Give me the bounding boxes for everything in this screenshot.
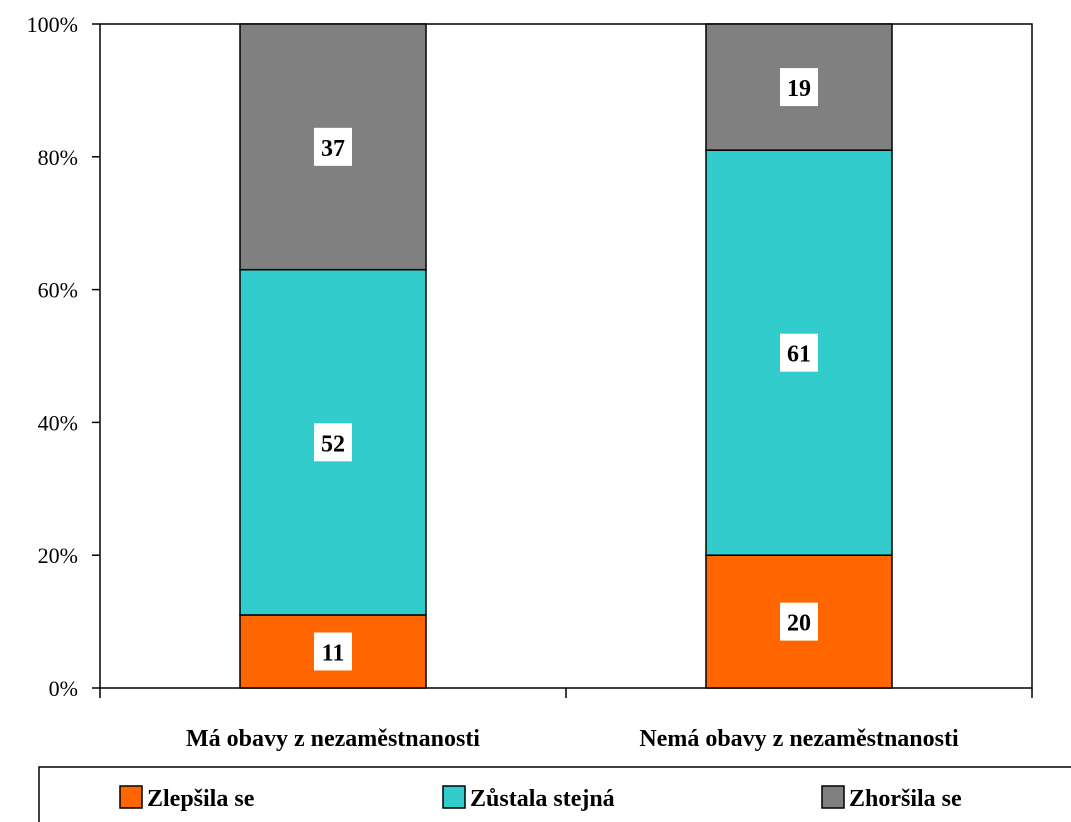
data-label-box <box>314 127 352 166</box>
data-label-box <box>780 333 818 372</box>
bars <box>239 23 893 689</box>
legend-label: Zhoršila se <box>849 786 962 812</box>
x-category-label: Nemá obavy z nezaměstnanosti <box>639 726 959 752</box>
data-label: 61 <box>787 342 811 368</box>
legend-box <box>38 766 1071 822</box>
legend-label: Zlepšila se <box>147 786 255 812</box>
y-tick-label: 40% <box>38 410 78 435</box>
x-category-label: Má obavy z nezaměstnanosti <box>186 726 480 752</box>
data-label-box <box>780 68 818 107</box>
legend-label: Zůstala stejná <box>470 786 615 812</box>
y-axis: 0% 20% 40% 60% 80% 100% <box>27 12 100 701</box>
data-label-box <box>314 632 352 671</box>
legend: Zlepšila se Zůstala stejná Zhoršila se <box>38 766 1071 822</box>
y-tick-label: 100% <box>27 12 78 37</box>
data-label: 20 <box>787 611 811 637</box>
y-tick-label: 0% <box>49 676 78 701</box>
legend-swatch <box>442 785 466 809</box>
data-label: 19 <box>787 76 811 102</box>
data-label-box <box>780 602 818 641</box>
y-tick-label: 80% <box>38 145 78 170</box>
y-tick-label: 60% <box>38 278 78 303</box>
data-label: 52 <box>321 431 345 457</box>
data-label-box <box>314 423 352 462</box>
data-label: 11 <box>322 640 345 666</box>
data-label: 37 <box>321 136 345 162</box>
x-axis: Má obavy z nezaměstnanosti Nemá obavy z n… <box>99 688 1033 752</box>
legend-swatch <box>119 785 143 809</box>
data-labels: 11 52 37 20 61 19 <box>314 68 818 671</box>
legend-swatch <box>821 785 845 809</box>
bar-segment <box>705 554 893 689</box>
y-tick-label: 20% <box>38 543 78 568</box>
